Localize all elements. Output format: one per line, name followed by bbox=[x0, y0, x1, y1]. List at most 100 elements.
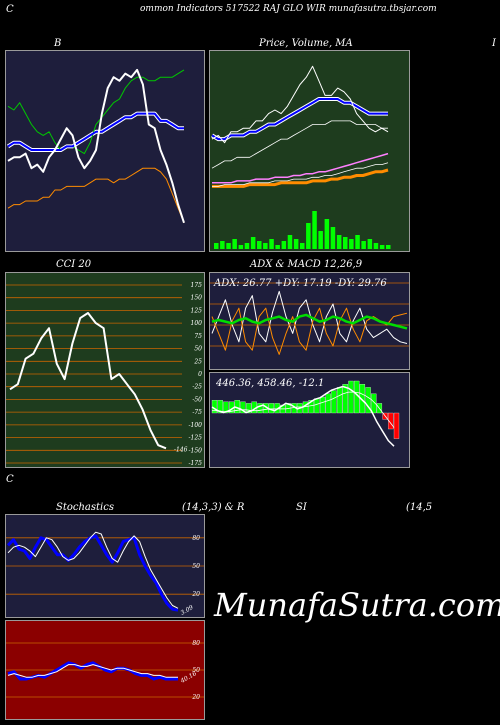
volume-bar bbox=[238, 245, 244, 249]
rsi-last-value: 40.16 bbox=[179, 670, 198, 685]
volume-bar bbox=[269, 239, 274, 249]
stoch-d-line bbox=[7, 531, 179, 609]
adx-chart: ADX: 26.77 +DY: 17.19 -DY: 29.76 bbox=[210, 278, 409, 355]
volume-bar bbox=[300, 243, 305, 249]
cci-tick-label: -25 bbox=[192, 384, 202, 391]
price-ma-title: Price, Volume, MA bbox=[259, 38, 353, 49]
volume-bar bbox=[379, 245, 385, 249]
bb-upper-band bbox=[7, 69, 185, 155]
stoch-last-value: 3.09 bbox=[180, 604, 195, 617]
cci-line bbox=[9, 312, 167, 450]
volume-bar bbox=[373, 243, 379, 249]
cci-tick-label: -125 bbox=[189, 435, 203, 442]
cci-tick-label: 0 bbox=[198, 371, 202, 378]
cci-last-value: -146 bbox=[174, 446, 188, 453]
rsi-title: SI bbox=[296, 502, 307, 513]
bottom-left-letter: C bbox=[6, 474, 14, 485]
cci-tick-label: -50 bbox=[192, 396, 202, 403]
macd-histogram-bar bbox=[211, 400, 218, 414]
macd-readout: 446.36, 458.46, -12.1 bbox=[215, 378, 324, 389]
pv-ma-blue bbox=[211, 98, 388, 141]
rsi-average-line bbox=[7, 664, 178, 678]
price-volume-panel bbox=[209, 50, 410, 252]
cci-tick-label: -175 bbox=[189, 460, 203, 467]
stochastics-title: Stochastics bbox=[56, 502, 114, 513]
cci-tick-label: 150 bbox=[191, 295, 203, 302]
watermark-text: MunafaSutra.com bbox=[214, 586, 500, 624]
stochastics-chart: 80 50 20 3.09 bbox=[6, 531, 204, 617]
volume-bar bbox=[306, 223, 311, 249]
right-edge-letter: I bbox=[492, 38, 496, 49]
bollinger-panel bbox=[5, 50, 205, 252]
rsi-tick-label: 20 bbox=[191, 694, 200, 701]
macd-histogram-bar bbox=[268, 403, 275, 414]
volume-bar bbox=[355, 235, 360, 249]
macd-histogram-bar bbox=[342, 384, 348, 414]
cci-tick-label: -75 bbox=[192, 409, 202, 416]
macd-histogram-bar bbox=[257, 403, 263, 414]
macd-chart: 446.36, 458.46, -12.1 bbox=[211, 378, 400, 447]
page-title: ommon Indicators 517522 RAJ GLO WIR muna… bbox=[140, 4, 437, 14]
volume-bar bbox=[263, 243, 268, 249]
cci-tick-label: 125 bbox=[191, 307, 203, 314]
volume-bar bbox=[324, 219, 330, 249]
volume-bar bbox=[386, 245, 391, 249]
macd-histogram-bar bbox=[325, 393, 331, 414]
volume-bar bbox=[257, 241, 262, 249]
volume-bar bbox=[287, 235, 293, 249]
macd-histogram-bar bbox=[223, 401, 229, 414]
adx-minus-di bbox=[211, 307, 408, 355]
macd-histogram-bar bbox=[348, 380, 354, 414]
macd-histogram-bar bbox=[331, 390, 337, 414]
volume-bar bbox=[275, 245, 280, 249]
stochastics-params: (14,3,3) & R bbox=[182, 502, 245, 513]
bb-lower-band bbox=[7, 167, 185, 223]
volume-bar bbox=[312, 211, 317, 249]
volume-bar bbox=[232, 239, 237, 249]
cci-panel: 175 150 125 100 75 50 25 0 -25 -50 -75 -100 -125 -150… bbox=[5, 272, 205, 468]
bb-price-line bbox=[7, 68, 185, 224]
rsi-chart: 80 50 20 40.16 bbox=[6, 640, 204, 701]
price-volume-chart bbox=[210, 65, 391, 249]
stoch-tick-label: 80 bbox=[192, 535, 200, 542]
cci-tick-label: 50 bbox=[194, 346, 202, 353]
rsi-tick-label: 50 bbox=[192, 667, 200, 674]
header-left-letter: C bbox=[6, 4, 14, 15]
volume-bar bbox=[367, 239, 373, 249]
pv-ma-white bbox=[211, 120, 388, 169]
macd-histogram-bar bbox=[245, 403, 252, 414]
cci-tick-label: 75 bbox=[194, 333, 202, 340]
volume-bar bbox=[244, 243, 250, 249]
cci-chart: 175 150 125 100 75 50 25 0 -25 -50 -75 -100 -125 -150… bbox=[6, 282, 203, 467]
stoch-tick-label: 50 bbox=[192, 563, 200, 570]
rsi-tick-label: 80 bbox=[192, 640, 200, 647]
cci-title: CCI 20 bbox=[56, 259, 92, 270]
bollinger-chart bbox=[6, 68, 185, 224]
macd-histogram-bar bbox=[319, 396, 326, 414]
rsi-panel: 80 50 20 40.16 bbox=[5, 620, 205, 720]
adx-panel: ADX: 26.77 +DY: 17.19 -DY: 29.76 bbox=[209, 272, 410, 370]
stochastics-panel: 80 50 20 3.09 bbox=[5, 514, 205, 618]
volume-bar bbox=[318, 231, 323, 249]
macd-histogram-bar bbox=[314, 398, 320, 414]
adx-macd-title: ADX & MACD 12,26,9 bbox=[250, 259, 363, 270]
cci-tick-label: -100 bbox=[189, 422, 203, 429]
macd-histogram-bar bbox=[371, 393, 377, 414]
bollinger-title: B bbox=[54, 38, 62, 49]
volume-bar bbox=[220, 241, 225, 249]
pv-ma-pink bbox=[212, 152, 389, 184]
volume-bar bbox=[361, 241, 366, 249]
cci-tick-label: 175 bbox=[191, 282, 203, 289]
macd-histogram-bar bbox=[336, 387, 343, 414]
volume-bar bbox=[250, 237, 256, 249]
pv-ma-orange bbox=[212, 168, 389, 188]
macd-histogram-bar bbox=[240, 401, 246, 414]
macd-histogram-bar bbox=[308, 400, 314, 414]
macd-histogram-bar bbox=[393, 412, 400, 439]
adx-line bbox=[211, 313, 408, 330]
volume-bar bbox=[214, 243, 219, 249]
volume-bar bbox=[226, 243, 231, 249]
volume-bar bbox=[336, 235, 342, 249]
volume-bar bbox=[293, 239, 299, 249]
macd-panel: 446.36, 458.46, -12.1 bbox=[209, 372, 410, 468]
